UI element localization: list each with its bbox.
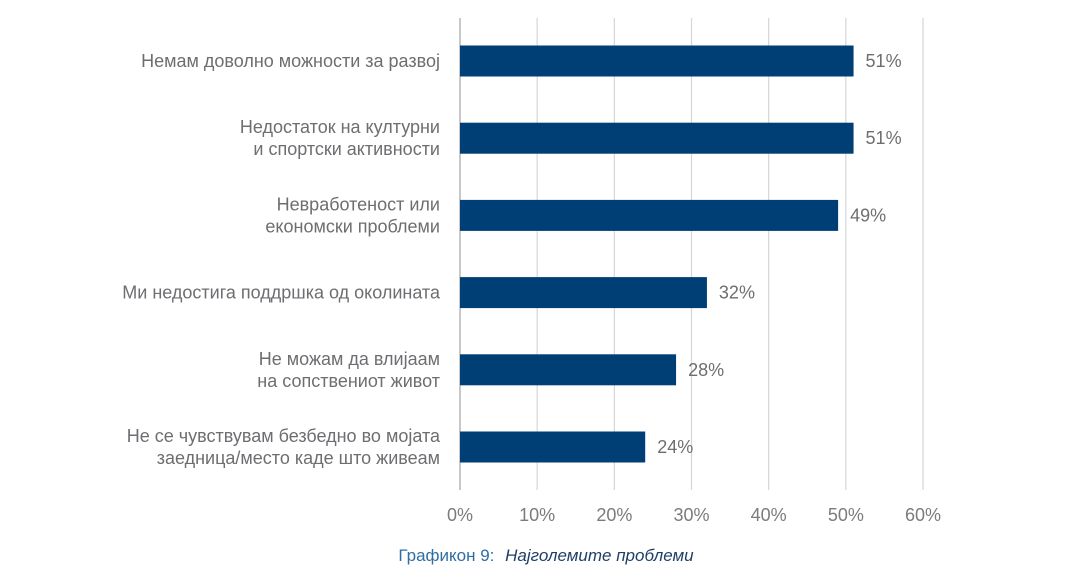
bar	[460, 45, 854, 77]
x-tick-labels: 0% 10% 20% 30% 40% 50% 60%	[447, 505, 941, 525]
bars	[460, 45, 854, 463]
bar	[460, 431, 646, 463]
bar	[460, 122, 854, 154]
value-label: 24%	[657, 437, 693, 457]
bar	[460, 199, 839, 231]
value-label: 51%	[866, 51, 902, 71]
category-label: економски проблеми	[265, 216, 440, 236]
category-label: Невработеност или	[277, 194, 440, 214]
category-label: Ми недостига поддршка од околината	[122, 283, 441, 303]
x-tick-label: 50%	[828, 505, 864, 525]
value-label: 49%	[850, 205, 886, 225]
category-label: Недостаток на културни	[240, 117, 440, 137]
value-labels: 51% 51% 49% 32% 28% 24%	[657, 51, 901, 457]
gridlines	[459, 18, 924, 490]
caption-prefix: Графикон 9:	[398, 546, 495, 565]
caption-text: Најголемите проблеми	[505, 546, 694, 565]
category-label: заедница/место каде што живеам	[157, 448, 440, 468]
bar	[460, 354, 677, 386]
value-label: 51%	[866, 128, 902, 148]
category-label: на сопствениот живот	[257, 371, 440, 391]
bar	[460, 277, 707, 309]
category-label: и спортски активности	[253, 139, 440, 159]
x-tick-label: 0%	[447, 505, 473, 525]
category-label: Немам доволно можности за развој	[141, 51, 440, 71]
x-tick-label: 40%	[751, 505, 787, 525]
value-label: 28%	[688, 360, 724, 380]
bar-chart: Немам доволно можности за развој Недостат…	[122, 18, 941, 525]
category-labels: Немам доволно можности за развој Недостат…	[122, 51, 441, 468]
x-tick-label: 20%	[596, 505, 632, 525]
category-label: Не можам да влијаам	[259, 349, 440, 369]
category-label: Не се чувствувам безбедно во мојата	[127, 426, 441, 446]
x-tick-label: 10%	[519, 505, 555, 525]
x-tick-label: 30%	[673, 505, 709, 525]
value-label: 32%	[719, 283, 755, 303]
chart-caption: Графикон 9: Најголемите проблеми	[0, 546, 1092, 566]
x-tick-label: 60%	[905, 505, 941, 525]
